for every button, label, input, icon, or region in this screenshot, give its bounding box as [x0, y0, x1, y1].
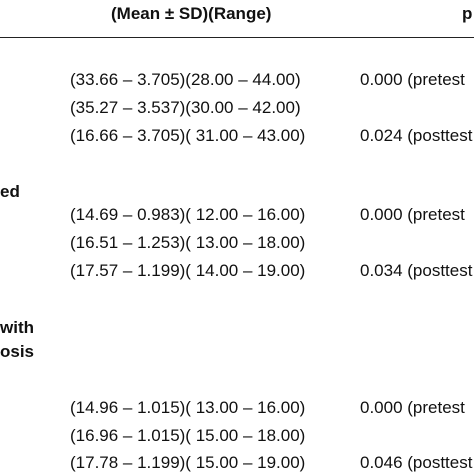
group3-row1-mean-range: (14.96 – 1.015)( 13.00 – 16.00): [70, 398, 306, 417]
group2-row3-p-value: 0.034 (posttest: [360, 261, 473, 280]
group2-row1-p-value: 0.000 (pretest: [360, 205, 465, 224]
header-p: p: [462, 4, 473, 23]
group3-row2-mean-range: (16.96 – 1.015)( 15.00 – 18.00): [70, 426, 306, 445]
group2-row3-mean-range: (17.57 – 1.199)( 14.00 – 19.00): [70, 261, 306, 280]
group1-row1-p-value: 0.000 (pretest: [360, 70, 465, 89]
group3-label-line1: with: [0, 318, 34, 337]
header-rule: [0, 37, 474, 38]
header-mean-range: (Mean ± SD)(Range): [111, 4, 272, 23]
group1-row1-mean-range: (33.66 – 3.705)(28.00 – 44.00): [70, 70, 301, 89]
group3-label-line2: osis: [0, 342, 35, 361]
group2-row1-mean-range: (14.69 – 0.983)( 12.00 – 16.00): [70, 205, 306, 224]
group3-row3-mean-range: (17.78 – 1.199)( 15.00 – 19.00): [70, 453, 306, 472]
group1-row2-mean-range: (35.27 – 3.537)(30.00 – 42.00): [70, 98, 301, 117]
group2-row2-mean-range: (16.51 – 1.253)( 13.00 – 18.00): [70, 233, 306, 252]
group1-row3-mean-range: (16.66 – 3.705)( 31.00 – 43.00): [70, 126, 306, 145]
group2-label: ed: [0, 182, 20, 201]
group3-row3-p-value: 0.046 (posttest: [360, 453, 473, 472]
group3-row1-p-value: 0.000 (pretest: [360, 398, 465, 417]
group1-row3-p-value: 0.024 (posttest: [360, 126, 473, 145]
